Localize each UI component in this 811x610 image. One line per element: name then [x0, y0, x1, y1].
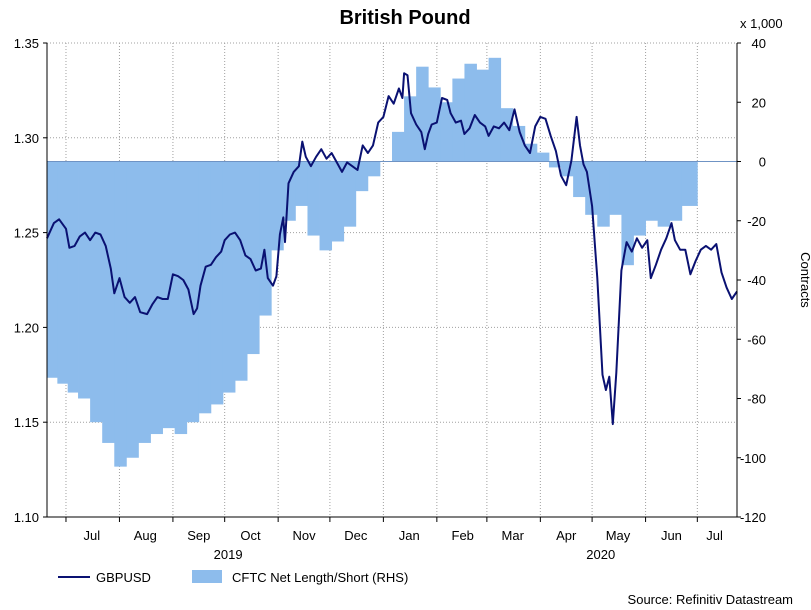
cftc-area-bar [548, 161, 562, 168]
cftc-area-bar [573, 161, 586, 198]
left-tick-label: 1.20 [14, 320, 39, 335]
right-tick-label: 40 [752, 36, 766, 51]
cftc-area-bar [355, 161, 369, 192]
cftc-area-bar [47, 161, 58, 378]
cftc-area-bar [536, 152, 550, 162]
cftc-area-bar [512, 125, 526, 162]
cftc-area-bar [476, 69, 489, 162]
cftc-area-bar [452, 78, 465, 162]
cftc-area-bar [114, 161, 127, 467]
left-tick-label: 1.30 [14, 131, 39, 146]
cftc-area-bar [271, 161, 284, 251]
cftc-area-bar [621, 161, 634, 266]
right-tick-label: -100 [740, 451, 766, 466]
source-note: Source: Refinitiv Datastream [628, 592, 793, 607]
x-tick-label: Nov [292, 528, 316, 543]
cftc-area-bar [186, 161, 200, 423]
cftc-area-bar [295, 161, 308, 206]
right-axis-units: x 1,000 [740, 16, 783, 31]
cftc-area-bar [331, 161, 345, 242]
left-tick-label: 1.10 [14, 510, 39, 525]
cftc-area-bar [681, 161, 698, 206]
x-year-label: 2020 [586, 547, 615, 562]
cftc-area-bar [57, 161, 69, 384]
cftc-area-bar [174, 161, 188, 435]
cftc-area-bar [90, 161, 103, 423]
legend-gbpusd: GBPUSD [96, 570, 151, 585]
left-tick-label: 1.25 [14, 226, 39, 241]
cftc-area-bar [102, 161, 115, 443]
cftc-area-bar [343, 161, 357, 227]
right-axis-ticks: 40 20 0 -20 -40 -60 -80 -100 -120 [737, 36, 766, 525]
cftc-area-bar [222, 161, 236, 393]
cftc-area-bar [597, 161, 610, 227]
gbpusd-line-series [46, 72, 738, 426]
chart-title: British Pound [339, 7, 470, 29]
cftc-area-bar [633, 161, 646, 236]
x-axis-months: Jul Aug Sep Oct Nov Dec Jan Feb Mar Apr May Jun Jul 2… [65, 517, 723, 562]
cftc-area-bar [464, 63, 477, 162]
cftc-area-bar [259, 161, 272, 316]
left-tick-label: 1.35 [14, 36, 39, 51]
left-tick-label: 1.15 [14, 415, 39, 430]
cftc-area-series [47, 57, 698, 467]
cftc-area-bar [500, 108, 514, 162]
cftc-area-bar [198, 161, 212, 414]
right-tick-label: -60 [747, 332, 766, 347]
x-tick-label: Apr [556, 528, 577, 543]
right-tick-label: -80 [747, 392, 766, 407]
right-tick-label: -20 [747, 214, 766, 229]
cftc-area-bar [78, 161, 91, 399]
x-tick-label: May [606, 528, 631, 543]
x-tick-label: Mar [502, 528, 525, 543]
cftc-area-bar [440, 102, 453, 162]
cftc-area-bar [67, 161, 79, 393]
legend-cftc: CFTC Net Length/Short (RHS) [232, 570, 408, 585]
x-tick-label: Jun [661, 528, 682, 543]
cftc-area-bar [392, 131, 405, 162]
cftc-area-bar [669, 161, 683, 221]
x-tick-label: Sep [187, 528, 210, 543]
x-tick-label: Jul [84, 528, 101, 543]
x-tick-label: Feb [452, 528, 474, 543]
right-tick-label: 0 [759, 155, 766, 170]
right-tick-label: -40 [747, 273, 766, 288]
legend-area-swatch [192, 570, 222, 583]
cftc-area-bar [210, 161, 224, 405]
cftc-area-bar [138, 161, 151, 443]
right-axis-label: Contracts [798, 252, 811, 308]
cftc-area-bar [657, 161, 671, 227]
cftc-area-bar [488, 57, 502, 162]
cftc-area-bar [319, 161, 333, 251]
cftc-area-bar [307, 161, 320, 236]
x-tick-label: Oct [240, 528, 261, 543]
gbpusd-line [46, 72, 738, 426]
cftc-area-bar [126, 161, 139, 458]
cftc-area-bar [609, 161, 622, 215]
cftc-area-bar [404, 96, 417, 162]
x-year-label: 2019 [214, 547, 243, 562]
cftc-area-bar [367, 161, 381, 177]
x-tick-label: Jul [706, 528, 723, 543]
x-tick-label: Dec [344, 528, 368, 543]
cftc-area-bar [247, 161, 260, 355]
cftc-area-bar [235, 161, 248, 381]
cftc-area-bar [645, 161, 659, 221]
left-axis-ticks: 1.35 1.30 1.25 1.20 1.15 1.10 [14, 36, 47, 525]
right-tick-label: -120 [740, 510, 766, 525]
cftc-area-bar [416, 66, 429, 162]
x-tick-label: Aug [134, 528, 157, 543]
right-tick-label: 20 [752, 95, 766, 110]
legend: GBPUSD CFTC Net Length/Short (RHS) [58, 570, 408, 585]
x-tick-label: Jan [399, 528, 420, 543]
